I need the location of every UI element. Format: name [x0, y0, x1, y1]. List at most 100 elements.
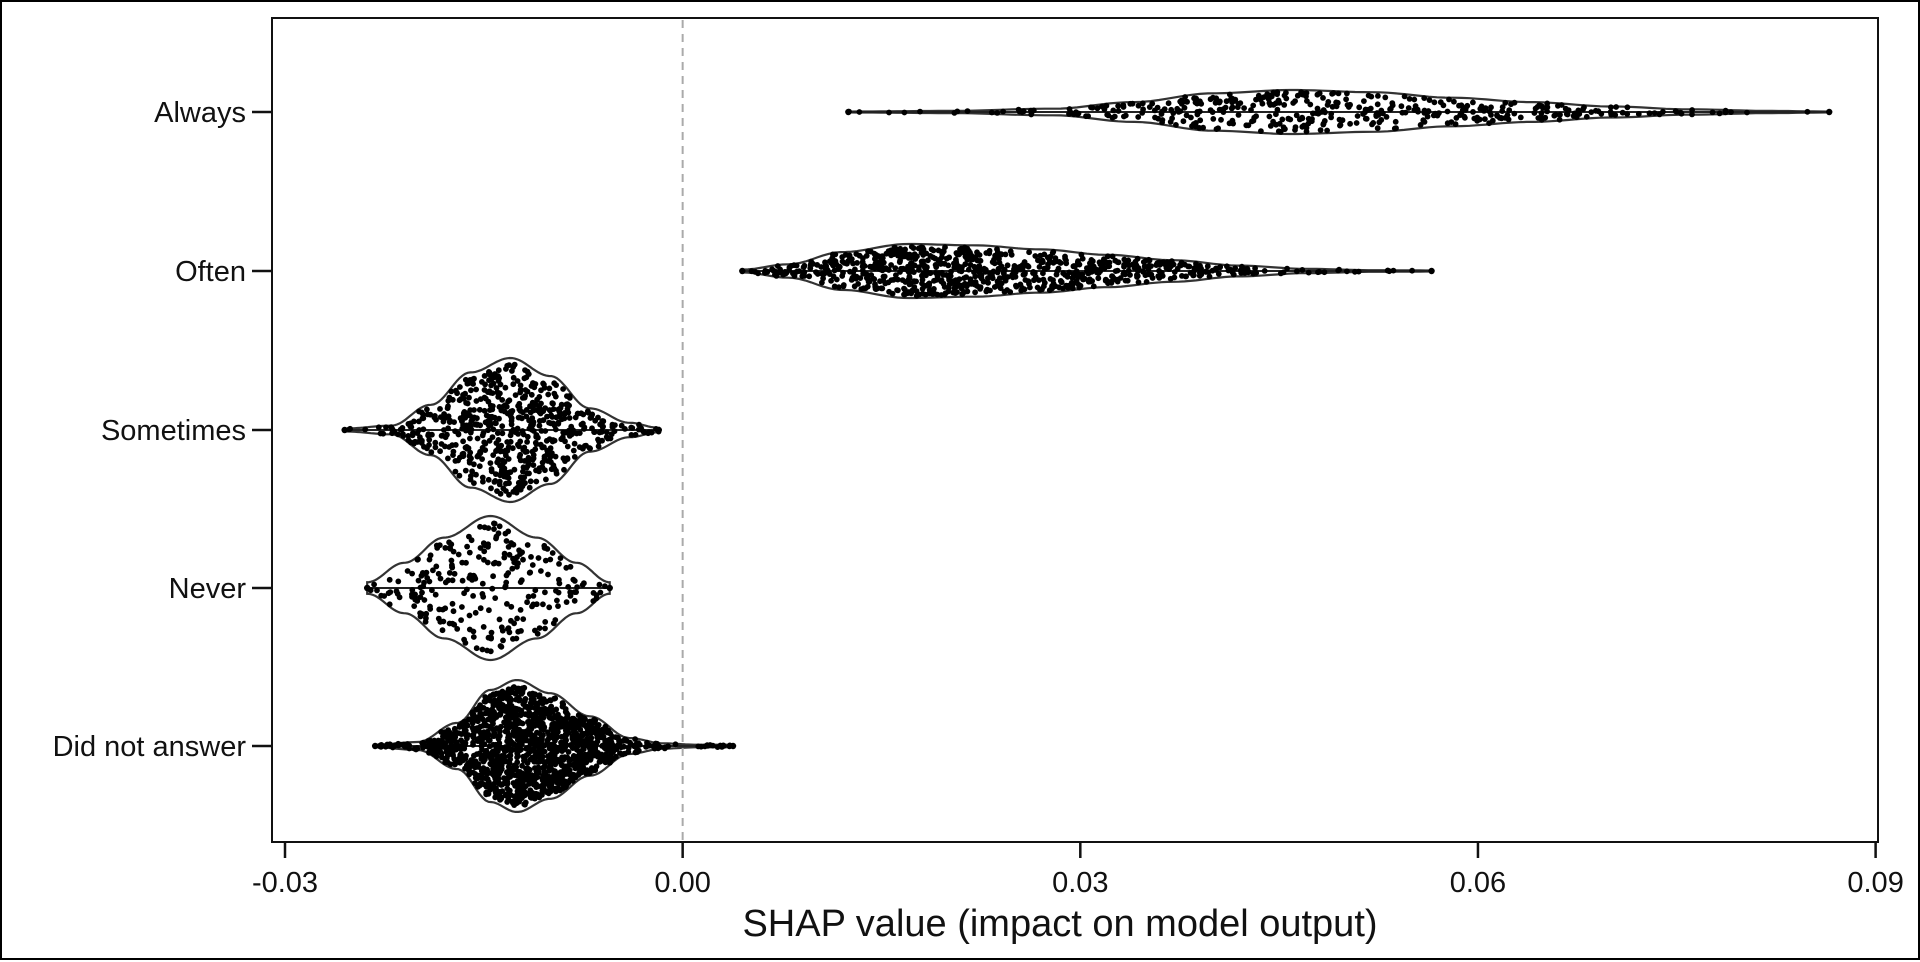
data-point: [493, 448, 499, 454]
data-point: [986, 247, 993, 254]
data-point: [556, 576, 562, 583]
data-point: [485, 389, 491, 395]
data-point: [529, 426, 535, 433]
data-point: [491, 414, 498, 421]
data-point: [1022, 270, 1028, 276]
data-point: [773, 273, 780, 279]
data-point: [556, 409, 563, 415]
data-point: [494, 488, 500, 494]
data-point: [519, 781, 526, 788]
data-point: [466, 533, 472, 540]
data-point: [1344, 102, 1351, 108]
data-point: [1218, 116, 1224, 123]
data-point: [554, 597, 560, 604]
data-point: [1374, 110, 1380, 116]
data-point: [1279, 116, 1286, 123]
data-point: [493, 785, 499, 791]
data-point: [702, 743, 708, 750]
data-point: [463, 422, 470, 429]
data-point: [879, 267, 886, 274]
data-point: [1194, 111, 1201, 118]
data-point: [513, 696, 519, 703]
data-point: [446, 570, 453, 576]
data-point: [485, 525, 492, 531]
data-point: [1360, 111, 1366, 117]
data-point: [511, 620, 517, 627]
data-point: [504, 715, 511, 722]
data-point: [545, 391, 552, 398]
data-point: [489, 585, 496, 592]
data-point: [465, 445, 472, 452]
data-point: [467, 377, 473, 383]
data-point: [1305, 269, 1312, 276]
data-point: [605, 740, 611, 747]
data-point: [1470, 109, 1476, 115]
data-point: [1689, 107, 1695, 113]
data-point: [503, 723, 510, 730]
data-point: [441, 743, 448, 749]
data-point: [571, 597, 578, 604]
data-point: [1402, 109, 1409, 116]
data-point: [1139, 100, 1146, 107]
data-point: [488, 635, 494, 642]
data-point: [908, 243, 915, 250]
data-point: [1672, 108, 1679, 114]
data-point: [503, 452, 509, 459]
data-point: [494, 430, 501, 436]
data-point: [530, 593, 537, 599]
data-point: [748, 268, 755, 275]
data-point: [1470, 99, 1476, 106]
data-point: [1575, 107, 1582, 114]
data-point: [1551, 112, 1558, 119]
data-point: [714, 744, 721, 750]
data-point: [892, 248, 899, 255]
data-point: [1127, 272, 1133, 278]
data-point: [480, 624, 487, 630]
data-point: [486, 607, 492, 614]
data-point: [1028, 109, 1035, 115]
data-point: [497, 744, 504, 751]
data-point: [1213, 126, 1220, 132]
data-point: [538, 428, 545, 434]
data-point: [439, 627, 446, 634]
data-point: [528, 391, 535, 398]
data-point: [1281, 102, 1288, 108]
data-point: [490, 573, 496, 580]
data-point: [1115, 108, 1122, 114]
data-point: [941, 284, 948, 290]
data-point: [490, 380, 497, 387]
data-point: [586, 445, 593, 451]
data-point: [1210, 116, 1217, 122]
data-point: [532, 735, 539, 742]
data-point: [404, 568, 411, 574]
data-point: [1619, 109, 1626, 116]
data-point: [418, 572, 425, 579]
data-point: [530, 462, 537, 468]
data-point: [516, 742, 523, 749]
data-point: [419, 740, 426, 746]
data-point: [547, 445, 554, 452]
data-point: [605, 435, 611, 442]
data-point: [857, 275, 864, 281]
data-point: [519, 395, 526, 401]
data-point: [544, 777, 551, 784]
data-point: [856, 109, 863, 115]
data-point: [555, 420, 562, 427]
data-point: [577, 717, 583, 724]
data-point: [1004, 262, 1011, 269]
data-point: [1101, 256, 1107, 263]
data-point: [465, 760, 471, 767]
data-point: [395, 578, 402, 585]
data-point: [1066, 269, 1073, 276]
data-point: [1317, 127, 1324, 133]
data-point: [695, 743, 702, 750]
data-point: [524, 388, 531, 395]
data-point: [915, 291, 921, 298]
data-point: [521, 698, 528, 705]
data-point: [1374, 101, 1381, 108]
data-point: [514, 712, 521, 719]
data-point: [459, 577, 466, 584]
data-point: [1148, 263, 1154, 269]
data-point: [519, 729, 526, 735]
data-point: [603, 751, 609, 758]
